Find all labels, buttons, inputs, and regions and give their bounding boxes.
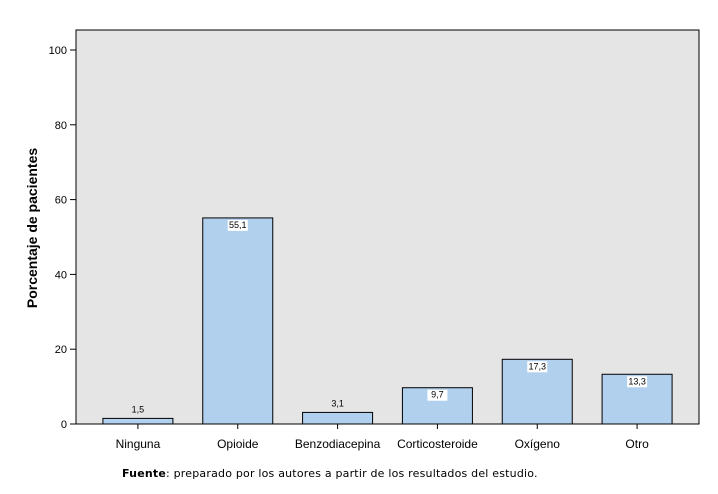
y-axis-title: Porcentaje de pacientes (24, 148, 40, 309)
bar (302, 411, 374, 425)
x-tick-label: Ninguna (116, 437, 161, 451)
x-tick-label: Otro (625, 437, 649, 451)
x-tick-label: Oxígeno (515, 437, 561, 451)
x-tick-label: Corticosteroide (397, 437, 478, 451)
y-tick-label: 0 (61, 419, 67, 431)
bar-value-label: 13,3 (628, 376, 646, 386)
bar-value-label: 55,1 (229, 220, 247, 230)
y-axis: 0 20 40 60 80 100 (49, 45, 76, 431)
y-tick-label: 80 (55, 120, 67, 132)
y-tick-label: 100 (49, 45, 67, 57)
x-axis: Ninguna Opioide Benzodiacepina Corticostero… (116, 424, 649, 451)
source-label: Fuente (122, 467, 167, 480)
bar-label-bg (227, 219, 248, 231)
source-note: Fuente: preparado por los autores a part… (122, 467, 538, 480)
bar-label-bg (627, 376, 648, 388)
x-tick-label: Benzodiacepina (295, 437, 381, 451)
y-tick-label: 40 (55, 269, 67, 281)
bar-value-label: 3,1 (331, 398, 344, 408)
source-text: : preparado por los autores a partir de … (166, 467, 538, 480)
bar (202, 217, 274, 425)
bar-value-label: 9,7 (431, 390, 444, 400)
bar-value-label: 1,5 (132, 404, 145, 414)
y-tick-label: 60 (55, 195, 67, 207)
bar (102, 417, 174, 425)
x-tick-label: Opioide (217, 437, 259, 451)
y-tick-label: 20 (55, 344, 67, 356)
bar-label-bg (527, 361, 548, 373)
bar-value-label: 17,3 (528, 361, 546, 371)
bar-label-bg (427, 389, 448, 401)
bars: 1,5 55,1 3,1 9,7 17,3 13,3 (102, 217, 673, 425)
plot-area (75, 29, 700, 425)
